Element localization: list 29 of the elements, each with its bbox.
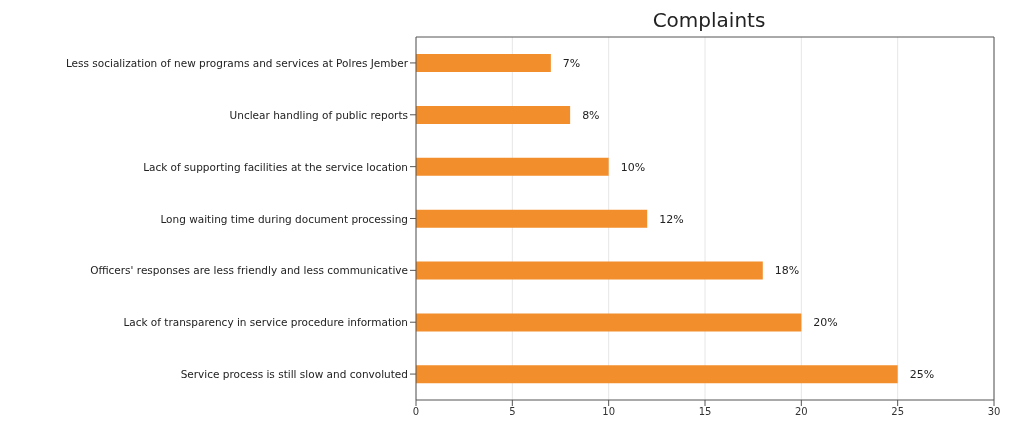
data-label: 8% (582, 108, 600, 122)
y-tick-label: Lack of transparency in service procedure information (123, 316, 408, 329)
y-tick-label: Officers' responses are less friendly and less communicative (90, 264, 408, 277)
x-tick-label: 10 (602, 406, 616, 418)
data-label: 7% (562, 57, 581, 71)
x-tick-label: 15 (698, 406, 712, 418)
bar (416, 313, 802, 332)
x-tick-label: 30 (987, 406, 1001, 418)
y-tick-label: Unclear handling of public reports (229, 108, 408, 121)
y-tick-label: Lack of supporting facilities at the service location (143, 160, 408, 173)
data-label: 12% (659, 212, 684, 226)
y-tick-label: Long waiting time during document processing (160, 212, 408, 225)
x-tick-label: 25 (891, 406, 905, 418)
y-tick-label: Less socialization of new programs and services at Polres Jember (65, 56, 409, 69)
data-label: 20% (813, 316, 838, 330)
data-label: 10% (620, 160, 646, 174)
bar (416, 261, 763, 280)
data-label: 18% (774, 264, 800, 278)
data-label: 25% (909, 368, 935, 382)
x-tick-label: 0 (412, 406, 420, 418)
bar (416, 54, 551, 73)
x-tick-label: 20 (794, 406, 808, 418)
x-tick-label: 5 (509, 406, 516, 418)
chart-title: Complaints (651, 8, 767, 32)
bar (416, 365, 898, 384)
bar (416, 157, 609, 176)
y-tick-label: Service process is still slow and convoluted (180, 368, 408, 381)
bar (416, 105, 571, 124)
bar (416, 209, 648, 228)
